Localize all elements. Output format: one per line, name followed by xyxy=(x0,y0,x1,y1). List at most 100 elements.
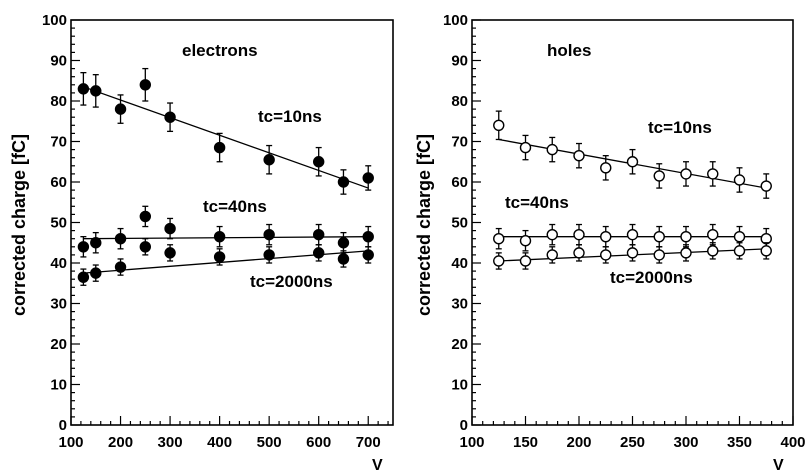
x-tick-label-electrons: 400 xyxy=(207,434,232,451)
y-tick-label-holes: 100 xyxy=(443,12,468,29)
data-point-electrons-series-0 xyxy=(90,85,102,97)
data-point-holes-series-2 xyxy=(680,247,692,259)
data-point-holes-series-2 xyxy=(493,255,505,267)
data-point-holes-series-0 xyxy=(733,174,746,186)
y-tick-label-electrons: 60 xyxy=(50,174,67,191)
y-tick-label-holes: 80 xyxy=(451,93,468,110)
data-point-electrons-series-2 xyxy=(114,261,127,273)
y-tick-label-electrons: 100 xyxy=(42,12,67,29)
y-tick-label-electrons: 80 xyxy=(50,93,67,110)
data-point-holes-series-1 xyxy=(600,230,612,243)
x-axis-unit-electrons: V xyxy=(372,457,383,474)
data-point-electrons-series-0 xyxy=(337,176,350,188)
data-point-holes-series-2 xyxy=(707,245,719,257)
data-point-holes-series-2 xyxy=(733,245,746,257)
data-point-holes-series-1 xyxy=(493,232,505,245)
data-point-holes-series-0 xyxy=(546,143,558,156)
series-label-holes-tc40: tc=40ns xyxy=(505,193,569,212)
data-point-holes-series-0 xyxy=(653,170,665,182)
y-tick-label-electrons: 70 xyxy=(50,134,67,151)
data-point-holes-series-1 xyxy=(573,228,585,241)
series-label-electrons-tc40: tc=40ns xyxy=(203,197,267,216)
data-point-electrons-series-0 xyxy=(312,156,325,168)
y-tick-label-holes: 70 xyxy=(451,134,468,151)
holes-panel: corrected charge [fC] holes tc=10ns tc=4… xyxy=(414,12,806,474)
data-point-electrons-series-1 xyxy=(337,237,350,249)
data-point-electrons-series-1 xyxy=(362,230,374,243)
data-point-electrons-series-2 xyxy=(263,249,275,261)
x-tick-label-holes: 400 xyxy=(780,434,805,451)
x-tick-label-electrons: 100 xyxy=(58,434,83,451)
y-tick-label-electrons: 90 xyxy=(50,53,67,70)
x-tick-label-electrons: 500 xyxy=(257,434,282,451)
plot-frame-holes xyxy=(471,19,794,426)
data-point-electrons-series-1 xyxy=(213,230,226,243)
data-point-electrons-series-2 xyxy=(337,253,350,265)
data-point-holes-series-1 xyxy=(653,230,665,243)
x-tick-label-holes: 100 xyxy=(459,434,484,451)
y-tick-label-electrons: 0 xyxy=(59,417,67,434)
data-point-electrons-series-1 xyxy=(139,210,152,223)
data-point-electrons-series-1 xyxy=(90,237,102,249)
y-tick-label-holes: 50 xyxy=(451,215,468,232)
data-point-holes-series-2 xyxy=(760,245,772,257)
x-tick-label-electrons: 600 xyxy=(306,434,331,451)
y-tick-label-electrons: 20 xyxy=(50,336,67,353)
data-point-electrons-series-0 xyxy=(213,141,226,154)
data-point-holes-series-2 xyxy=(653,249,665,261)
x-tick-label-electrons: 300 xyxy=(158,434,183,451)
x-tick-label-electrons: 200 xyxy=(108,434,133,451)
data-point-electrons-series-2 xyxy=(312,247,325,259)
data-point-electrons-series-0 xyxy=(77,83,90,95)
data-point-holes-series-2 xyxy=(546,249,558,261)
y-tick-label-holes: 0 xyxy=(460,417,468,434)
data-point-holes-series-0 xyxy=(626,156,639,168)
data-point-holes-series-1 xyxy=(546,228,558,241)
data-point-electrons-series-2 xyxy=(139,241,152,253)
data-point-electrons-series-2 xyxy=(213,251,226,263)
series-label-electrons-tc10: tc=10ns xyxy=(258,107,322,126)
data-point-electrons-series-2 xyxy=(77,271,90,283)
y-tick-label-holes: 20 xyxy=(451,336,468,353)
data-point-holes-series-0 xyxy=(493,119,505,132)
data-point-electrons-series-1 xyxy=(77,241,90,253)
data-point-holes-series-0 xyxy=(600,162,612,174)
y-tick-label-holes: 60 xyxy=(451,174,468,191)
series-label-holes-tc2000: tc=2000ns xyxy=(610,268,693,287)
data-point-electrons-series-0 xyxy=(139,79,152,91)
y-tick-label-holes: 90 xyxy=(451,53,468,70)
data-point-electrons-series-2 xyxy=(362,249,374,261)
panel-title-holes: holes xyxy=(547,41,591,60)
x-tick-label-holes: 300 xyxy=(673,434,698,451)
x-tick-label-holes: 250 xyxy=(620,434,645,451)
data-point-holes-series-1 xyxy=(626,228,639,241)
data-point-holes-series-1 xyxy=(519,235,532,247)
fit-line-electrons-series-2 xyxy=(83,250,369,274)
y-axis-label-holes: corrected charge [fC] xyxy=(414,134,434,316)
y-tick-label-holes: 10 xyxy=(451,377,468,394)
y-axis-label-electrons: corrected charge [fC] xyxy=(9,134,29,316)
data-point-holes-series-0 xyxy=(760,180,772,192)
data-point-holes-series-0 xyxy=(707,168,719,180)
y-tick-label-holes: 30 xyxy=(451,296,468,313)
data-point-holes-series-1 xyxy=(707,228,719,241)
data-point-holes-series-0 xyxy=(519,141,532,154)
data-point-holes-series-2 xyxy=(573,247,585,259)
x-tick-label-holes: 200 xyxy=(566,434,591,451)
data-point-holes-series-1 xyxy=(733,230,746,243)
data-point-electrons-series-0 xyxy=(362,172,374,184)
panel-title-electrons: electrons xyxy=(182,41,258,60)
data-point-electrons-series-1 xyxy=(312,228,325,241)
x-tick-label-electrons: 700 xyxy=(356,434,381,451)
y-tick-label-electrons: 10 xyxy=(50,377,67,394)
data-point-holes-series-2 xyxy=(600,249,612,261)
y-tick-label-electrons: 40 xyxy=(50,255,67,272)
series-label-holes-tc10: tc=10ns xyxy=(648,118,712,137)
y-tick-label-electrons: 50 xyxy=(50,215,67,232)
data-point-electrons-series-0 xyxy=(263,154,275,166)
data-point-electrons-series-1 xyxy=(263,228,275,241)
data-point-electrons-series-2 xyxy=(90,267,102,279)
electrons-panel: corrected charge [fC] electrons tc=10ns … xyxy=(9,12,394,474)
